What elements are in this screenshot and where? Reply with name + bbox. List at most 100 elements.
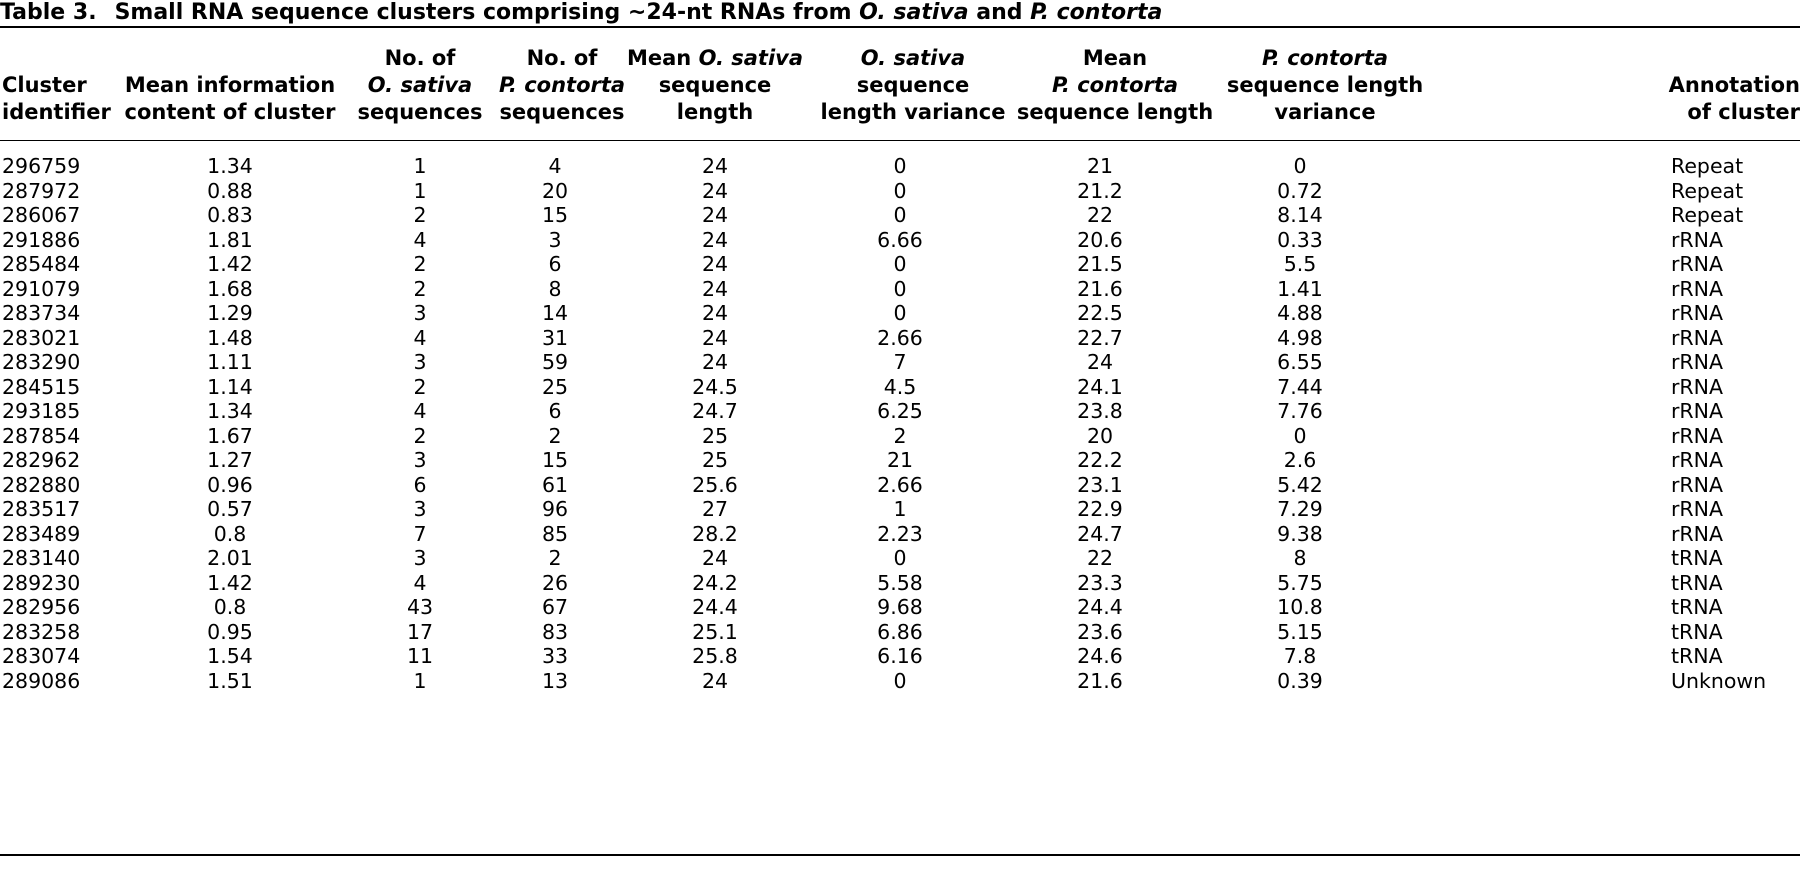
cell-annot: Repeat <box>1671 154 1744 178</box>
table-row: 283258 0.95 17 83 25.1 6.86 23.6 5.15 tRNA <box>0 620 1800 645</box>
cell-pc_len: 22 <box>1086 546 1114 570</box>
cell-os_len: 24.7 <box>692 399 738 423</box>
cell-annot: rRNA <box>1671 374 1724 399</box>
header-text: sequence length <box>1226 73 1424 97</box>
cell-info: 0.57 <box>207 497 253 521</box>
cell-os_n: 4 <box>413 227 427 252</box>
header-line: Cluster <box>2 72 111 99</box>
cell-os_var: 0 <box>893 252 907 276</box>
header-text: sequences <box>357 100 483 124</box>
header-line: Annotation <box>1669 72 1800 99</box>
cell-pc_len: 23.6 <box>1077 619 1123 644</box>
cell-os_len: 24 <box>701 203 729 227</box>
cell-os_len: 24 <box>701 227 729 252</box>
header-pc_len: Mean P. contorta sequence length <box>1017 45 1213 126</box>
table-row: 289086 1.51 1 13 24 0 21.6 0.39 Unknown <box>0 669 1800 694</box>
cell-os_len: 28.2 <box>692 521 738 546</box>
cell-os_n: 43 <box>406 595 434 619</box>
header-line: variance <box>1227 99 1423 126</box>
cell-os_n: 4 <box>413 325 427 350</box>
table-row: 284515 1.14 2 25 24.5 4.5 24.1 7.44 rRNA <box>0 375 1800 400</box>
cell-os_var: 1 <box>893 497 907 521</box>
header-text: length <box>676 100 754 124</box>
cell-id: 287972 <box>2 178 81 203</box>
cell-os_n: 3 <box>413 546 427 570</box>
header-text: content of cluster <box>124 100 336 124</box>
cell-id: 286067 <box>2 203 81 227</box>
cell-annot: rRNA <box>1671 521 1724 546</box>
table-row: 291079 1.68 2 8 24 0 21.6 1.41 rRNA <box>0 277 1800 302</box>
cell-os_len: 24 <box>701 325 729 350</box>
cell-annot: tRNA <box>1671 570 1723 595</box>
header-text: No. of <box>384 46 456 70</box>
table-row: 291886 1.81 4 3 24 6.66 20.6 0.33 rRNA <box>0 228 1800 253</box>
header-os_n: No. of O. sativa sequences <box>357 45 482 126</box>
header-text: identifier <box>2 100 111 124</box>
header-line: sequence length <box>1017 99 1213 126</box>
table-body: 296759 1.34 1 4 24 0 21 0 Repeat 287972 0.88 1 20 24 0… <box>0 154 1800 693</box>
cell-pc_n: 85 <box>541 521 569 546</box>
cell-annot: rRNA <box>1671 276 1724 301</box>
cell-info: 1.42 <box>207 570 253 595</box>
title-segment: P. contorta <box>1030 0 1163 25</box>
cell-annot: rRNA <box>1671 423 1724 448</box>
cell-id: 283021 <box>2 325 81 350</box>
header-text: Mean information <box>124 73 336 97</box>
header-rule <box>0 140 1800 141</box>
cell-os_n: 17 <box>406 619 434 644</box>
cell-os_len: 24.5 <box>692 374 738 399</box>
table-row: 283140 2.01 3 2 24 0 22 8 tRNA <box>0 546 1800 571</box>
cell-os_len: 25.6 <box>692 472 738 497</box>
cell-os_len: 24 <box>701 252 729 276</box>
cell-pc_len: 24.4 <box>1077 595 1123 619</box>
cell-annot: rRNA <box>1671 448 1724 472</box>
header-line: length <box>627 99 803 126</box>
header-line: Mean O. sativa <box>627 45 803 72</box>
cell-os_len: 24 <box>701 276 729 301</box>
title-segment: Small RNA sequence clusters comprising ~… <box>114 0 860 25</box>
cell-os_n: 1 <box>413 668 427 693</box>
cell-pc_n: 15 <box>541 448 569 472</box>
table-row: 282956 0.8 43 67 24.4 9.68 24.4 10.8 tRNA <box>0 595 1800 620</box>
header-text: P. contorta <box>1051 73 1179 97</box>
cell-os_len: 24 <box>701 154 729 178</box>
header-line: P. contorta <box>1017 72 1213 99</box>
header-line: content of cluster <box>124 99 335 126</box>
cell-pc_n: 26 <box>541 570 569 595</box>
header-text: O. sativa <box>698 46 804 70</box>
table-row: 283021 1.48 4 31 24 2.66 22.7 4.98 rRNA <box>0 326 1800 351</box>
table-row: 283517 0.57 3 96 27 1 22.9 7.29 rRNA <box>0 497 1800 522</box>
cell-annot: rRNA <box>1671 399 1724 423</box>
header-text: Mean <box>1082 46 1148 70</box>
cell-id: 293185 <box>2 399 81 423</box>
header-line: O. sativa <box>821 45 1006 72</box>
cell-pc_len: 24 <box>1086 350 1114 374</box>
cell-pc_n: 20 <box>541 178 569 203</box>
cell-os_n: 2 <box>413 252 427 276</box>
cell-os_n: 2 <box>413 203 427 227</box>
header-line: sequence length <box>1227 72 1423 99</box>
cell-pc_var: 5.15 <box>1277 619 1323 644</box>
cell-annot: rRNA <box>1671 497 1724 521</box>
cell-info: 0.8 <box>213 521 247 546</box>
cell-id: 283140 <box>2 546 81 570</box>
cell-pc_len: 24.6 <box>1077 644 1123 668</box>
cell-info: 1.29 <box>207 301 253 325</box>
cell-pc_len: 22.2 <box>1077 448 1123 472</box>
cell-os_n: 3 <box>413 350 427 374</box>
header-text: O. sativa <box>367 73 473 97</box>
cell-os_n: 4 <box>413 399 427 423</box>
cell-os_var: 0 <box>893 668 907 693</box>
cell-os_len: 24.2 <box>692 570 738 595</box>
cell-id: 282880 <box>2 472 81 497</box>
header-text: sequence <box>658 73 772 97</box>
bottom-rule <box>0 854 1800 856</box>
table-caption: Table 3. Small RNA sequence clusters comp… <box>0 0 1162 30</box>
cell-info: 1.48 <box>207 325 253 350</box>
cell-os_var: 0 <box>893 178 907 203</box>
cell-os_n: 1 <box>413 154 427 178</box>
cell-pc_var: 10.8 <box>1277 595 1323 619</box>
header-text: O. sativa <box>860 46 966 70</box>
header-os_var: O. sativa sequence length variance <box>821 45 1006 126</box>
cell-pc_len: 21.6 <box>1077 668 1123 693</box>
